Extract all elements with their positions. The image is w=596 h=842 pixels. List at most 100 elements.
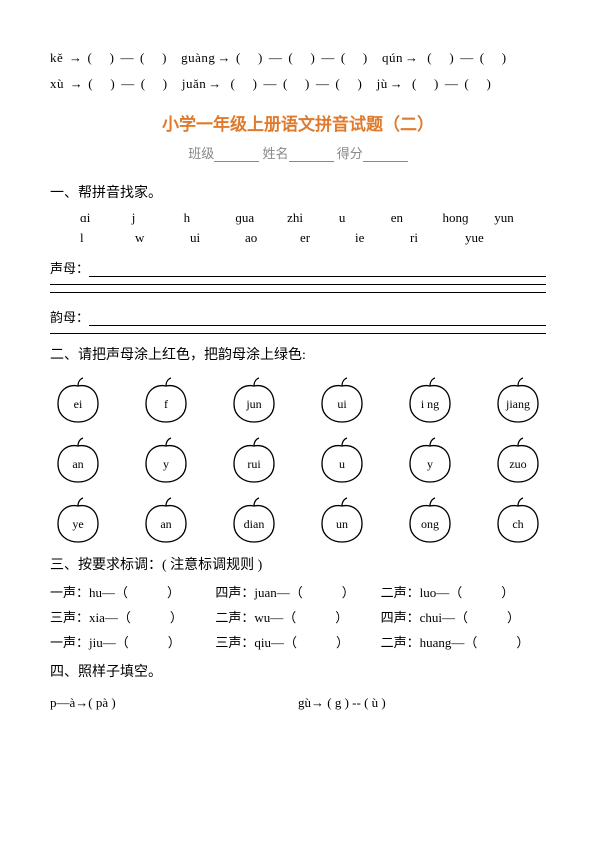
apple-item: f xyxy=(138,376,194,424)
q4-example: p—à→( pà ) xyxy=(50,695,298,711)
apple-label: zuo xyxy=(509,457,526,472)
pinyin-table: ɑi j h ɡua zhi u en honɡ yun l w ui ao e… xyxy=(50,210,546,246)
q3-line: 一声：hu—（ ）四声：juan—（ ）二声：luo—（ ） xyxy=(50,582,546,601)
apple-label: ch xyxy=(512,517,523,532)
apple-item: y xyxy=(138,436,194,484)
apple-label: y xyxy=(163,457,169,472)
q4-heading: 四、照样子填空。 xyxy=(50,661,546,681)
apple-label: ye xyxy=(72,517,83,532)
q1-heading: 一、帮拼音找家。 xyxy=(50,182,546,202)
q3-item: 二声：wu—（ ） xyxy=(215,607,380,626)
blank-line xyxy=(363,148,408,162)
apple-row: ei f jun ui i ng jiang xyxy=(50,376,546,424)
pinyin-cell: h xyxy=(184,210,236,226)
q3-item: 二声：luo—（ ） xyxy=(381,582,546,601)
pinyin-cell: zhi xyxy=(287,210,339,226)
apple-item: i ng xyxy=(402,376,458,424)
answer-line xyxy=(50,277,546,285)
apple-item: ei xyxy=(50,376,106,424)
answer-line xyxy=(89,318,546,326)
q4-row: p—à→( pà ) gù→ ( g ) -- ( ù ) xyxy=(50,695,546,711)
pinyin-cell: ao xyxy=(245,230,300,246)
apple-label: ong xyxy=(421,517,439,532)
q3-item: 一声：hu—（ ） xyxy=(50,582,215,601)
pinyin-cell: ɑi xyxy=(80,210,132,226)
syl: juǎn xyxy=(182,76,206,91)
q3-item: 三声：qiu—（ ） xyxy=(215,632,380,651)
apple-item: jiang xyxy=(490,376,546,424)
syl: jù xyxy=(377,76,388,91)
answer-line xyxy=(50,326,546,334)
apple-label: un xyxy=(336,517,348,532)
q3-item: 四声：chui—（ ） xyxy=(381,607,546,626)
shengmu-label: 声母： xyxy=(50,258,89,277)
q3-block: 一声：hu—（ ）四声：juan—（ ）二声：luo—（ ） 三声：xia—（ ）… xyxy=(50,582,546,651)
pinyin-cell: honɡ xyxy=(442,210,494,226)
apple-label: i ng xyxy=(421,397,439,412)
page-title: 小学一年级上册语文拼音试题（二） xyxy=(50,110,546,135)
top-line-1: kě →( )—( ) guàng→( )—( )—( ) qún→ ( )—(… xyxy=(50,50,546,66)
q4-example: gù→ ( g ) -- ( ù ) xyxy=(298,695,546,711)
class-label: 班级 xyxy=(188,146,214,161)
pinyin-row: ɑi j h ɡua zhi u en honɡ yun xyxy=(80,210,546,226)
apple-label: u xyxy=(339,457,345,472)
apple-item: an xyxy=(138,496,194,544)
apple-label: jiang xyxy=(506,397,530,412)
blank-line xyxy=(214,148,259,162)
pinyin-row: l w ui ao er ie ri yue xyxy=(80,230,546,246)
pinyin-cell: yue xyxy=(465,230,520,246)
arrow-icon: → xyxy=(390,76,404,91)
apple-item: rui xyxy=(226,436,282,484)
pinyin-cell: l xyxy=(80,230,135,246)
apple-item: un xyxy=(314,496,370,544)
apple-grid: ei f jun ui i ng jiang an y rui u y zuo ye an dian un on… xyxy=(50,376,546,544)
apple-label: ei xyxy=(74,397,83,412)
q3-item: 一声：jiu—（ ） xyxy=(50,632,215,651)
apple-label: y xyxy=(427,457,433,472)
arrow-icon: → xyxy=(405,50,419,65)
pinyin-cell: ie xyxy=(355,230,410,246)
apple-item: an xyxy=(50,436,106,484)
arrow-icon: → xyxy=(69,50,83,65)
syl: kě xyxy=(50,50,63,65)
syl: qún xyxy=(382,50,403,65)
pinyin-cell: j xyxy=(132,210,184,226)
apple-item: jun xyxy=(226,376,282,424)
yunmu-block: 韵母： xyxy=(50,307,546,334)
apple-item: ch xyxy=(490,496,546,544)
top-line-2: xù →( )—( ) juǎn→ ( )—( )—( ) jù→ ( )—( … xyxy=(50,76,546,92)
apple-row: ye an dian un ong ch xyxy=(50,496,546,544)
apple-item: ye xyxy=(50,496,106,544)
apple-label: rui xyxy=(247,457,260,472)
apple-item: zuo xyxy=(490,436,546,484)
apple-item: dian xyxy=(226,496,282,544)
name-label: 姓名 xyxy=(262,146,288,161)
answer-line xyxy=(50,285,546,293)
arrow-icon: → xyxy=(208,76,222,91)
q3-item: 四声：juan—（ ） xyxy=(215,582,380,601)
q3-item: 三声：xia—（ ） xyxy=(50,607,215,626)
pinyin-cell: w xyxy=(135,230,190,246)
apple-item: y xyxy=(402,436,458,484)
apple-item: ong xyxy=(402,496,458,544)
answer-line xyxy=(89,269,546,277)
blank-line xyxy=(289,148,334,162)
sub-heading: 班级 姓名 得分 xyxy=(50,143,546,162)
pinyin-cell: yun xyxy=(494,210,546,226)
apple-item: ui xyxy=(314,376,370,424)
q2-heading: 二、请把声母涂上红色，把韵母涂上绿色: xyxy=(50,344,546,364)
apple-row: an y rui u y zuo xyxy=(50,436,546,484)
pinyin-cell: en xyxy=(391,210,443,226)
apple-label: jun xyxy=(246,397,261,412)
pinyin-cell: u xyxy=(339,210,391,226)
apple-label: ui xyxy=(337,397,346,412)
pinyin-cell: er xyxy=(300,230,355,246)
syl: xù xyxy=(50,76,64,91)
apple-label: dian xyxy=(244,517,265,532)
q3-line: 一声：jiu—（ ）三声：qiu—（ ）二声：huang—（ ） xyxy=(50,632,546,651)
arrow-icon: → xyxy=(70,76,84,91)
apple-label: an xyxy=(72,457,83,472)
apple-label: f xyxy=(164,397,168,412)
arrow-icon: → xyxy=(217,50,231,65)
apple-item: u xyxy=(314,436,370,484)
